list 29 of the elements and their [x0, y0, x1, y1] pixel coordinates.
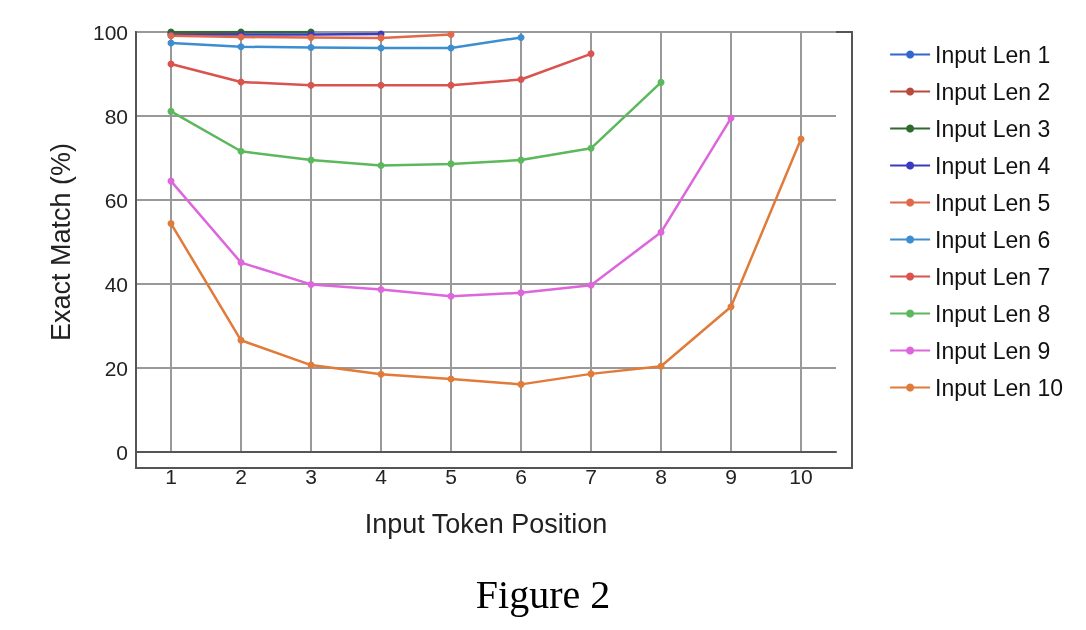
- x-tick-label: 10: [789, 465, 813, 488]
- legend-label: Input Len 10: [935, 374, 1064, 401]
- x-tick-label: 9: [725, 465, 737, 488]
- x-tick-label: 3: [305, 465, 317, 488]
- x-tick-label: 5: [445, 465, 457, 488]
- y-tick-label: 100: [92, 20, 128, 44]
- x-tick-label: 4: [375, 465, 388, 488]
- x-tick-label: 8: [655, 465, 667, 488]
- legend-label: Input Len 5: [935, 189, 1051, 216]
- x-axis-title: Input Token Position: [364, 508, 608, 539]
- legend-label: Input Len 1: [935, 41, 1051, 68]
- caption: Figure 2: [475, 571, 611, 617]
- legend-label: Input Len 7: [935, 263, 1051, 290]
- y-tick-label: 60: [104, 188, 128, 212]
- y-axis-title: Exact Match (%): [45, 142, 76, 342]
- x-tick-label: 1: [165, 465, 177, 488]
- x-tick-label: 2: [235, 465, 247, 488]
- legend-label: Input Len 3: [935, 115, 1051, 142]
- y-tick-label: 20: [104, 356, 128, 380]
- x-tick-label: 6: [515, 465, 527, 488]
- legend-label: Input Len 8: [935, 300, 1051, 327]
- legend-label: Input Len 9: [935, 337, 1051, 364]
- y-tick-label: 0: [116, 440, 128, 464]
- legend-label: Input Len 2: [935, 78, 1051, 105]
- legend-label: Input Len 6: [935, 226, 1051, 253]
- legend-label: Input Len 4: [935, 152, 1051, 179]
- y-tick-label: 80: [104, 104, 128, 128]
- y-tick-label: 40: [104, 272, 128, 296]
- x-tick-label: 7: [585, 465, 597, 488]
